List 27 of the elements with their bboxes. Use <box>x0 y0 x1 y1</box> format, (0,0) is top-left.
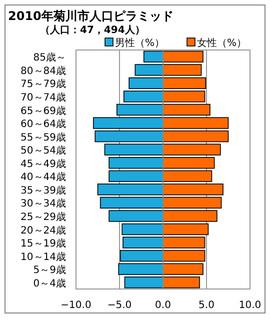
chart-subtitle: （人口：47，494人） <box>40 24 145 36</box>
y-tick-label: 25～29歳 <box>20 210 66 223</box>
x-tick-label: 0.0 <box>155 300 171 311</box>
y-tick-label: 75～79歳 <box>20 78 66 90</box>
legend-label: 男性（%） <box>115 37 165 49</box>
y-tick-label: 80～84歳 <box>20 64 66 77</box>
y-tick-label: 10～14歳 <box>20 250 66 263</box>
y-tick-label: 65～69歳 <box>20 104 66 117</box>
chart-title: 2010年菊川市人口ピラミッド <box>8 9 174 23</box>
y-tick-label: 60～64歳 <box>20 118 66 130</box>
y-tick-label: 45～49歳 <box>20 158 66 170</box>
y-tick-label: 30～34歳 <box>20 198 66 210</box>
x-tick-label: 5.0 <box>198 300 214 311</box>
y-tick-label: 70～74歳 <box>20 91 66 104</box>
y-tick-label: 15～19歳 <box>20 238 66 250</box>
legend-label: 女性（%） <box>197 37 247 49</box>
y-tick-label: 85歳～ <box>33 52 66 64</box>
y-tick-label: 5～9歳 <box>33 264 66 276</box>
x-tick-label: −10.0 <box>60 300 92 311</box>
y-tick-label: 40～44歳 <box>20 171 66 184</box>
x-tick-label: −5.0 <box>107 300 132 311</box>
y-tick-label: 20～24歳 <box>20 224 66 236</box>
y-tick-label: 55～59歳 <box>20 131 66 144</box>
y-tick-label: 0～4歳 <box>33 277 66 290</box>
x-tick-label: 10.0 <box>238 300 262 311</box>
y-tick-label: 35～39歳 <box>20 184 66 196</box>
y-tick-label: 50～54歳 <box>20 144 66 157</box>
